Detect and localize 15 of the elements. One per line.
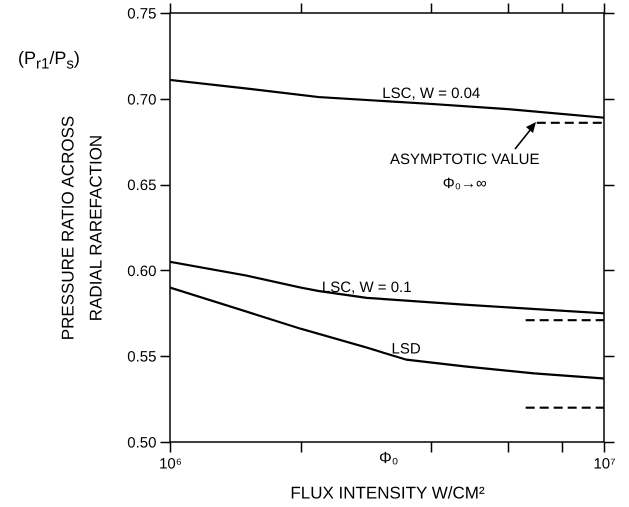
y-tick-label: 0.50 — [127, 434, 156, 452]
y-tick-label: 0.65 — [127, 177, 156, 194]
series-label: LSC, W = 0.04 — [382, 84, 480, 102]
y-tick-label: 0.70 — [127, 91, 156, 108]
annotation: ASYMPTOTIC VALUE Φ₀→∞ — [390, 150, 540, 194]
x-axis-title: FLUX INTENSITY W/CM² — [290, 484, 485, 502]
x-tick-label: 10⁷ — [593, 456, 616, 472]
y-tick-label: 0.60 — [127, 262, 156, 280]
y-tick-label: 0.55 — [127, 348, 156, 366]
x-tick-label: 10⁶ — [159, 456, 182, 472]
y-tick-label: 0.75 — [127, 6, 156, 22]
y-axis-title: PRESSURE RATIO ACROSS RADIAL RAREFACTION — [58, 116, 106, 340]
text: Φ₀ — [379, 450, 398, 468]
series-label: LSD — [392, 340, 421, 358]
text: (P$_{r1}$/P$_{s}$) — [18, 48, 80, 73]
